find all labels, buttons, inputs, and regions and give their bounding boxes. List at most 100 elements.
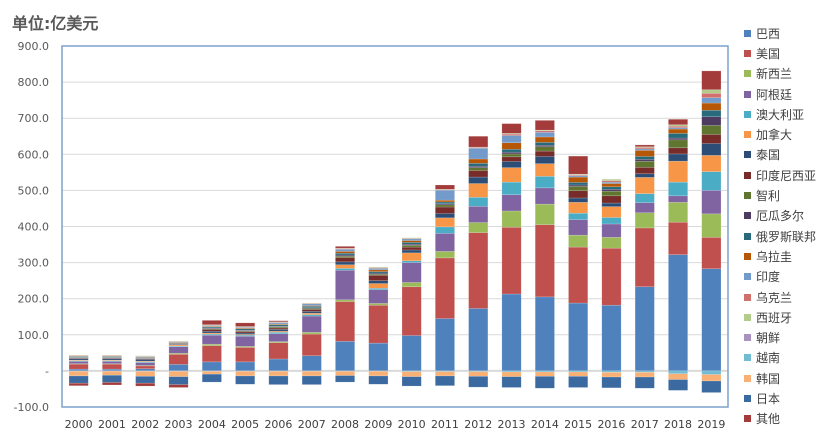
legend-item: 巴西 xyxy=(744,23,826,43)
legend-swatch xyxy=(744,151,751,159)
bar-segment-2003-1 xyxy=(168,354,189,365)
legend-swatch xyxy=(744,394,751,402)
plot-area-border xyxy=(61,45,729,408)
legend-swatch xyxy=(744,374,751,382)
legend-label: 西班牙 xyxy=(756,310,793,325)
bar-segment-2012-16 xyxy=(468,370,489,372)
bar-segment-2012-4 xyxy=(468,197,489,207)
bar-segment-2019-18 xyxy=(701,380,722,393)
bar-segment-2013-1 xyxy=(501,226,522,295)
legend-item: 朝鲜 xyxy=(744,327,826,347)
bar-segment-2019-0 xyxy=(701,268,722,372)
bar-segment-2005-1 xyxy=(235,347,256,363)
bar-segment-2006-19 xyxy=(268,320,289,323)
bar-segment-2019-7 xyxy=(701,134,722,144)
y-tick-label: 700.0 xyxy=(18,112,50,125)
legend-swatch xyxy=(744,252,751,260)
legend-swatch xyxy=(744,131,751,139)
bar-segment-2006-6 xyxy=(268,329,289,332)
bar-segment-2017-17 xyxy=(634,372,655,378)
x-tick-label: 2005 xyxy=(231,418,259,431)
bar-segment-2001-9 xyxy=(102,356,122,358)
legend-item: 加拿大 xyxy=(744,124,826,144)
bar-segment-2018-8 xyxy=(668,139,688,149)
bar-segment-2011-1 xyxy=(435,257,455,319)
bar-segment-2018-10 xyxy=(668,133,688,139)
bar-segment-2015-10 xyxy=(568,182,589,186)
bar-segment-2011-10 xyxy=(435,201,455,205)
legend-item: 澳大利亚 xyxy=(744,104,826,124)
chart-legend: 巴西 美国 新西兰 阿根廷 澳大利亚 加拿大 泰国 印度尼西亚 智利 厄瓜多尔 俄罗斯联邦 乌拉圭 印度… xyxy=(744,23,826,429)
x-tick-label: 2004 xyxy=(198,418,226,431)
bar-segment-2008-5 xyxy=(335,264,355,269)
legend-label: 新西兰 xyxy=(756,67,793,82)
bar-segment-2015-6 xyxy=(568,197,589,203)
bar-segment-2007-0 xyxy=(301,355,322,372)
bar-segment-2006-3 xyxy=(268,333,289,342)
bar-segment-2003-18 xyxy=(168,376,189,385)
legend-swatch xyxy=(744,232,751,240)
bar-segment-2016-7 xyxy=(601,195,622,204)
bar-segment-2009-3 xyxy=(368,289,389,304)
bar-segment-2015-17 xyxy=(568,371,589,377)
bar-segment-2008-12 xyxy=(335,248,355,252)
bar-segment-2010-16 xyxy=(401,370,422,372)
bar-segment-2017-9 xyxy=(634,159,655,162)
bar-segment-2017-11 xyxy=(634,150,655,157)
bar-segment-2017-5 xyxy=(634,177,655,194)
legend-swatch xyxy=(744,192,751,200)
bar-segment-2011-18 xyxy=(435,375,455,386)
bar-segment-2013-7 xyxy=(501,156,522,162)
legend-swatch xyxy=(744,354,751,362)
bar-segment-2015-5 xyxy=(568,202,589,214)
bar-segment-2016-3 xyxy=(601,223,622,238)
bar-segment-2014-18 xyxy=(534,376,555,389)
legend-swatch xyxy=(744,273,751,281)
legend-item: 韩国 xyxy=(744,368,826,388)
bar-segment-2013-3 xyxy=(501,194,522,212)
legend-item: 泰国 xyxy=(744,145,826,165)
bar-segment-2017-1 xyxy=(634,227,655,288)
bar-segment-2017-18 xyxy=(634,376,655,389)
bar-segment-2006-1 xyxy=(268,342,289,360)
bar-segment-2019-12 xyxy=(701,97,722,104)
bar-segment-2019-4 xyxy=(701,171,722,191)
legend-label: 美国 xyxy=(756,46,781,61)
legend-item: 越南 xyxy=(744,348,826,368)
bar-segment-2007-7 xyxy=(301,309,322,312)
bar-segment-2014-17 xyxy=(534,371,555,377)
y-tick-label: - xyxy=(45,365,49,378)
bar-segment-2001-19 xyxy=(102,382,122,386)
bar-segment-2014-5 xyxy=(534,163,555,177)
bar-segment-2014-7 xyxy=(534,150,555,157)
y-tick-label: 300.0 xyxy=(18,257,50,270)
y-tick-label: 800.0 xyxy=(18,76,50,89)
bar-segment-2018-18 xyxy=(668,379,688,391)
bar-segment-2015-19 xyxy=(568,155,589,175)
bar-segment-2004-19 xyxy=(201,320,222,325)
bar-segment-2005-19 xyxy=(235,322,256,327)
bar-segment-2009-2 xyxy=(368,303,389,306)
bar-segment-2004-0 xyxy=(201,361,222,372)
y-tick-label: 900.0 xyxy=(18,40,50,53)
bar-segment-2013-8 xyxy=(501,153,522,158)
legend-label: 厄瓜多尔 xyxy=(756,209,805,224)
legend-item: 厄瓜多尔 xyxy=(744,206,826,226)
bar-segment-2014-0 xyxy=(534,296,555,372)
bar-segment-2000-19 xyxy=(68,382,89,386)
bar-segment-2015-9 xyxy=(568,184,589,187)
bar-segment-2007-10 xyxy=(301,306,322,308)
bar-segment-2016-8 xyxy=(601,190,622,197)
bar-segment-2012-19 xyxy=(468,136,489,148)
bar-segment-2012-11 xyxy=(468,158,489,164)
legend-label: 乌克兰 xyxy=(756,290,793,305)
bar-segment-2010-17 xyxy=(401,371,422,377)
bar-segment-2001-14 xyxy=(102,354,122,356)
bar-segment-2013-0 xyxy=(501,293,522,372)
bar-segment-2018-11 xyxy=(668,128,688,134)
bar-segment-2002-3 xyxy=(135,362,156,366)
legend-swatch xyxy=(744,212,751,220)
bar-segment-2016-1 xyxy=(601,247,622,306)
bar-segment-2013-6 xyxy=(501,161,522,168)
bar-segment-2008-3 xyxy=(335,269,355,301)
